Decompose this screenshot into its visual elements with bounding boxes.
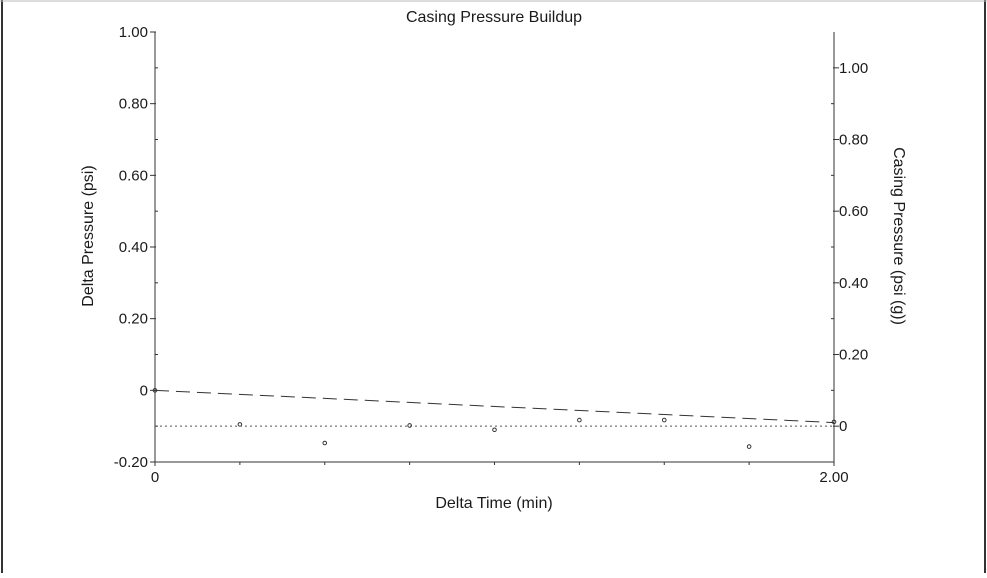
data-point — [237, 422, 243, 427]
data-point — [492, 427, 497, 433]
data-point — [746, 444, 752, 449]
y-axis-label: Delta Pressure (psi) — [80, 165, 97, 306]
data-point — [322, 440, 328, 446]
y2-axis-label: Casing Pressure (psi (g)) — [890, 147, 907, 325]
y-tick-label: 0.60 — [119, 167, 148, 184]
y-tick-label: -0.20 — [114, 454, 148, 471]
y2-tick-label: 0.60 — [839, 203, 868, 220]
y2-tick-label: 0.80 — [839, 132, 868, 149]
trend-line — [154, 389, 835, 424]
x-tick-label: 0 — [151, 469, 159, 486]
data-point — [407, 423, 412, 428]
y-tick-label: 0.80 — [119, 96, 148, 113]
x-axis-label: Delta Time (min) — [435, 495, 552, 512]
y2-tick-label: 1.00 — [839, 60, 868, 77]
y2-tick-label: 0 — [839, 418, 847, 435]
chart-title: Casing Pressure Buildup — [406, 9, 582, 26]
y-tick-label: 0.40 — [119, 239, 148, 256]
y-tick-label: 1.00 — [119, 24, 148, 41]
ticks-layer: -0.2000.200.400.600.801.0000.200.400.600… — [114, 24, 868, 486]
series-layer — [152, 388, 837, 449]
data-point — [831, 419, 837, 425]
y2-tick-label: 0.20 — [839, 347, 868, 364]
y-tick-label: 0.20 — [119, 311, 148, 328]
data-point — [577, 417, 582, 423]
y2-tick-label: 0.40 — [839, 275, 868, 292]
data-point — [661, 417, 667, 423]
y-tick-label: 0 — [140, 382, 148, 399]
x-tick-label: 2.00 — [819, 469, 848, 486]
